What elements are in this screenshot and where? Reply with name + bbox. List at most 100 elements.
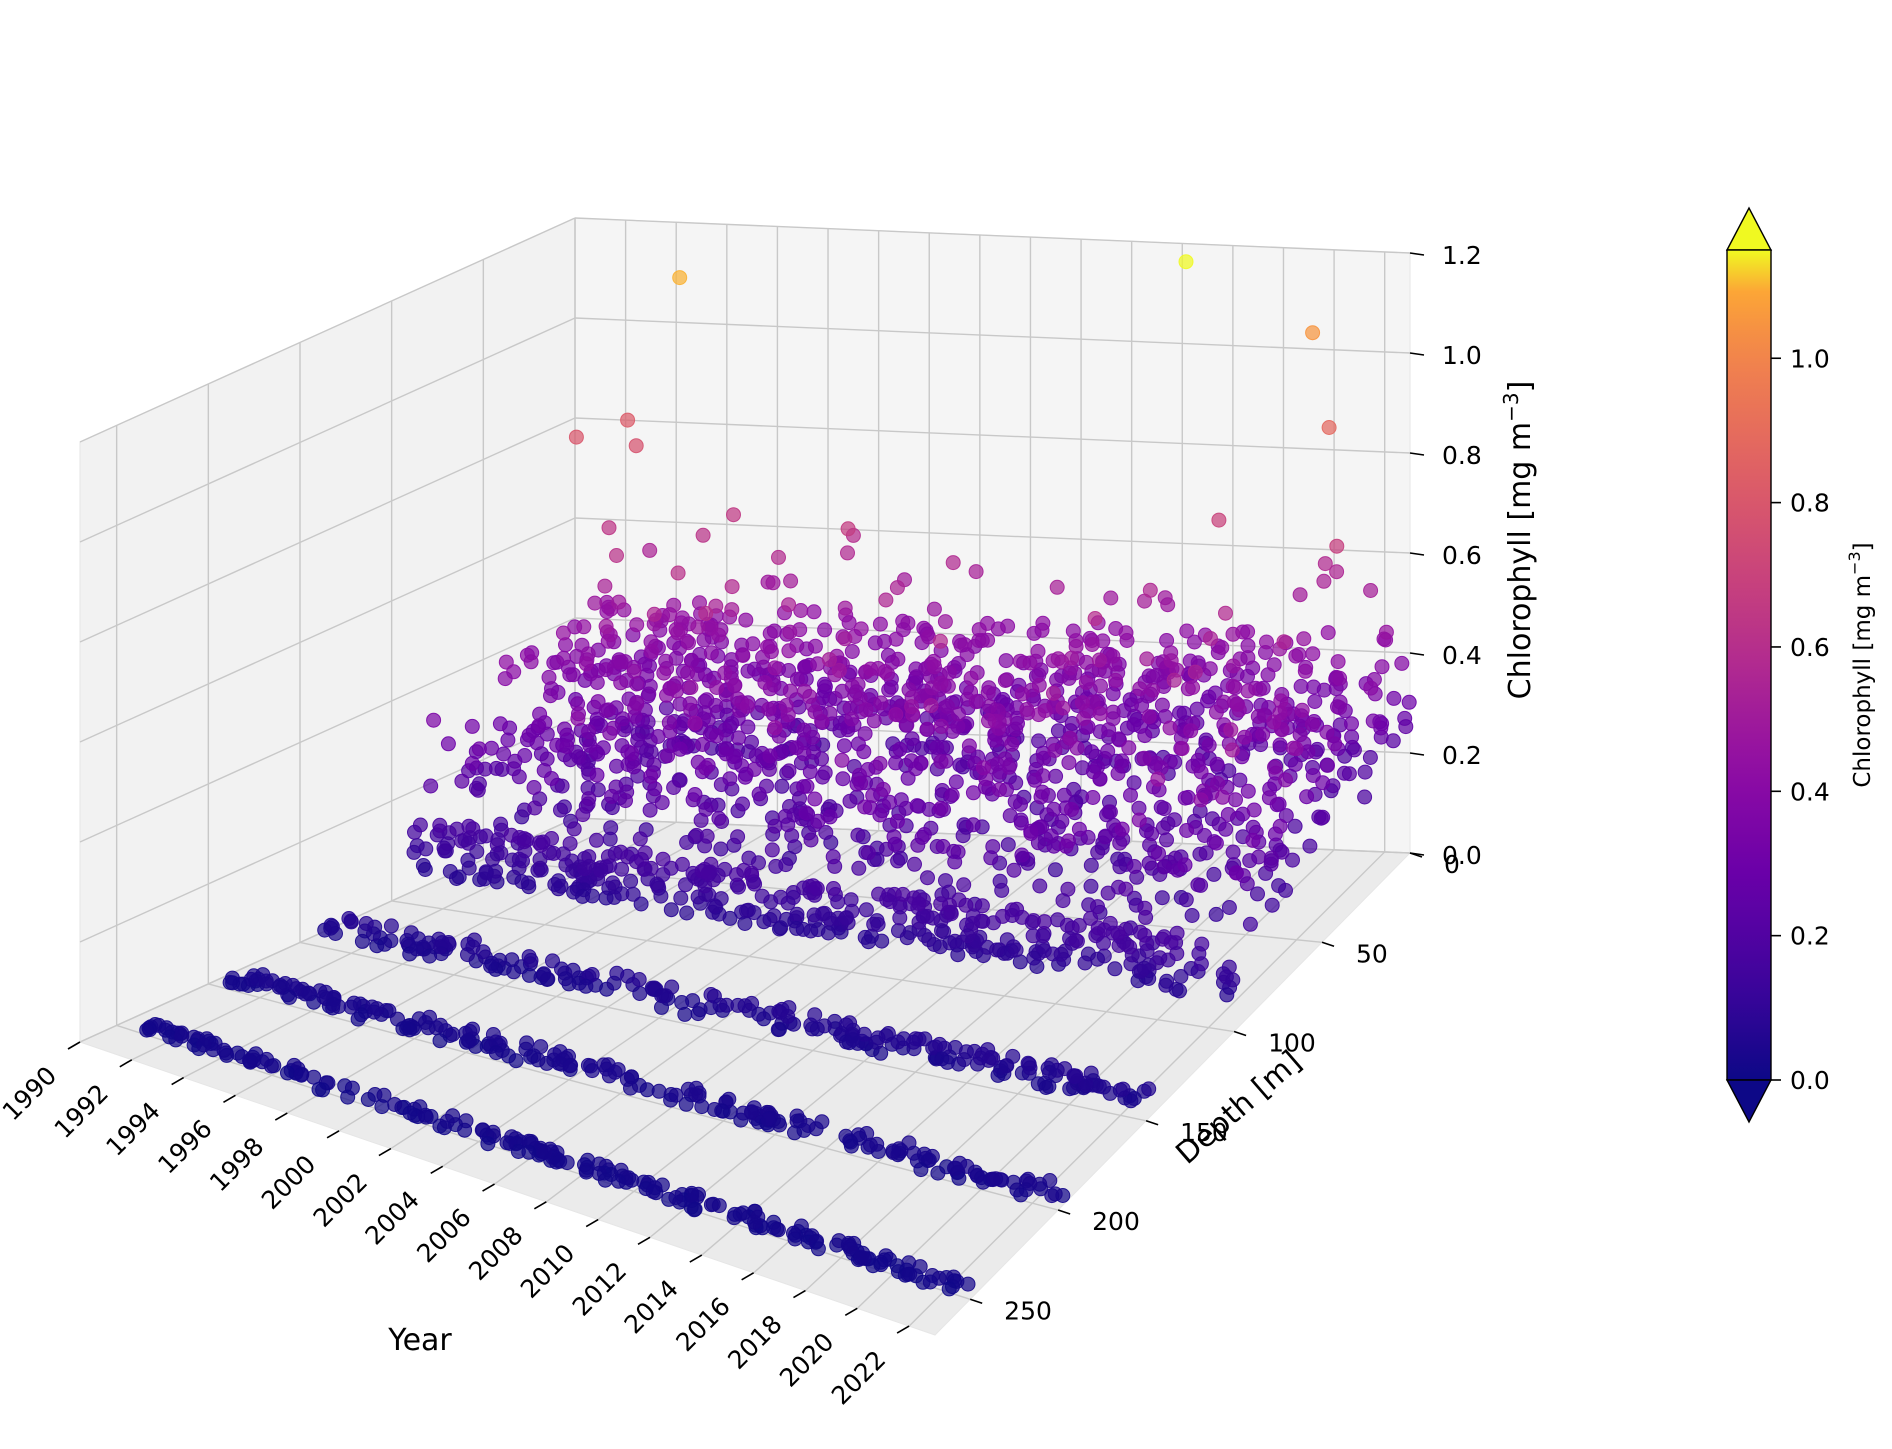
scatter-point: [1085, 790, 1101, 805]
scatter-point: [340, 1089, 356, 1105]
scatter-point: [1179, 823, 1195, 838]
scatter-point: [417, 862, 433, 877]
scatter-point: [695, 527, 711, 543]
scatter-point: [568, 429, 584, 445]
scatter-point: [570, 711, 586, 727]
scatter-point: [807, 791, 823, 807]
scatter-point: [1056, 787, 1072, 803]
scatter-point: [1054, 813, 1070, 829]
scatter-point: [1074, 695, 1090, 711]
scatter-point: [980, 632, 996, 648]
scatter-point: [646, 606, 662, 622]
scatter-point: [853, 775, 869, 791]
scatter-point: [1183, 723, 1199, 739]
y-tick-mark: [1057, 1209, 1071, 1215]
y-tick-label: 0: [1444, 850, 1460, 879]
scatter-point: [1203, 631, 1218, 646]
scatter-point: [921, 932, 937, 948]
scatter-point: [521, 727, 537, 743]
scatter-point: [1266, 657, 1282, 673]
scatter-point: [578, 978, 594, 994]
scatter-point: [648, 1185, 664, 1201]
scatter-point: [1139, 651, 1155, 667]
grid-line-chl: [574, 417, 1411, 454]
scatter-point: [950, 947, 966, 963]
scatter-point: [1230, 697, 1246, 712]
scatter-point: [644, 643, 659, 659]
scatter-point: [1134, 697, 1150, 713]
scatter-point: [142, 1022, 158, 1038]
scatter-point: [836, 738, 852, 754]
scatter-point: [839, 910, 854, 926]
scatter-point: [888, 707, 904, 723]
scatter-point: [331, 999, 347, 1014]
scatter-point: [225, 975, 241, 991]
grid-line-chl: [574, 217, 1411, 254]
scatter-point: [708, 728, 724, 744]
scatter-point: [1071, 918, 1087, 933]
scatter-point: [739, 903, 754, 919]
scatter-point: [690, 619, 706, 635]
scatter-point: [740, 719, 756, 735]
scatter-point: [1211, 512, 1227, 528]
scatter-point: [555, 625, 571, 641]
x-tick-label: 1990: [0, 1061, 62, 1126]
scatter-point: [1092, 706, 1108, 722]
scatter-point: [658, 700, 674, 716]
scatter-point: [872, 616, 888, 632]
x-tick-mark: [637, 1236, 651, 1246]
z-tick-label: 0.8: [1442, 441, 1482, 470]
scatter-point: [630, 732, 646, 748]
scatter-point: [1221, 900, 1237, 915]
scatter-point: [311, 1081, 327, 1097]
scatter-point: [647, 781, 663, 797]
scatter-point: [709, 680, 725, 695]
scatter-point: [1232, 772, 1248, 788]
scatter-point: [881, 682, 897, 698]
scatter-point: [600, 702, 616, 718]
scatter-point: [1315, 775, 1331, 791]
scatter-point: [557, 971, 573, 987]
scatter-point: [727, 678, 742, 694]
scatter-point: [678, 1096, 694, 1112]
scatter-point: [1093, 678, 1108, 694]
scatter-point: [643, 768, 659, 784]
scatter-point: [488, 1045, 504, 1061]
scatter-point: [1296, 631, 1312, 647]
scatter-point: [787, 1125, 802, 1141]
scatter-point: [589, 767, 605, 783]
scatter-point: [858, 702, 874, 718]
scatter-point: [1154, 697, 1170, 713]
scatter-point: [654, 795, 670, 811]
x-tick-mark: [67, 1041, 81, 1050]
scatter-point: [1292, 727, 1308, 743]
scatter-point: [562, 752, 578, 768]
scatter-point: [460, 1032, 476, 1048]
scatter-point: [1006, 862, 1022, 878]
scatter-point: [454, 773, 470, 789]
scatter-point: [1047, 743, 1063, 758]
scatter-point: [774, 778, 790, 794]
x-tick-mark: [482, 1183, 495, 1192]
scatter-point: [1112, 859, 1128, 875]
colorbar-tick-label: 0.6: [1790, 633, 1830, 662]
grid-line-depth: [116, 1024, 971, 1300]
scatter-point: [624, 745, 640, 761]
z-tick-label: 1.0: [1442, 341, 1482, 370]
scatter-point: [746, 761, 762, 777]
scatter-point: [1112, 835, 1128, 851]
scatter-point: [969, 1168, 985, 1184]
scatter-point: [1317, 556, 1333, 572]
colorbar-tick-label: 0.2: [1790, 922, 1830, 951]
scatter-point: [707, 1102, 722, 1117]
scatter-point: [735, 648, 751, 663]
scatter-point: [626, 759, 642, 775]
scatter-point: [718, 746, 734, 762]
scatter-point: [888, 755, 904, 771]
scatter-point: [1118, 881, 1134, 897]
scatter-point: [1251, 849, 1267, 865]
scatter-point: [1145, 682, 1161, 698]
scatter-point: [890, 1034, 906, 1050]
scatter-point: [536, 966, 552, 982]
scatter-point: [675, 716, 691, 732]
